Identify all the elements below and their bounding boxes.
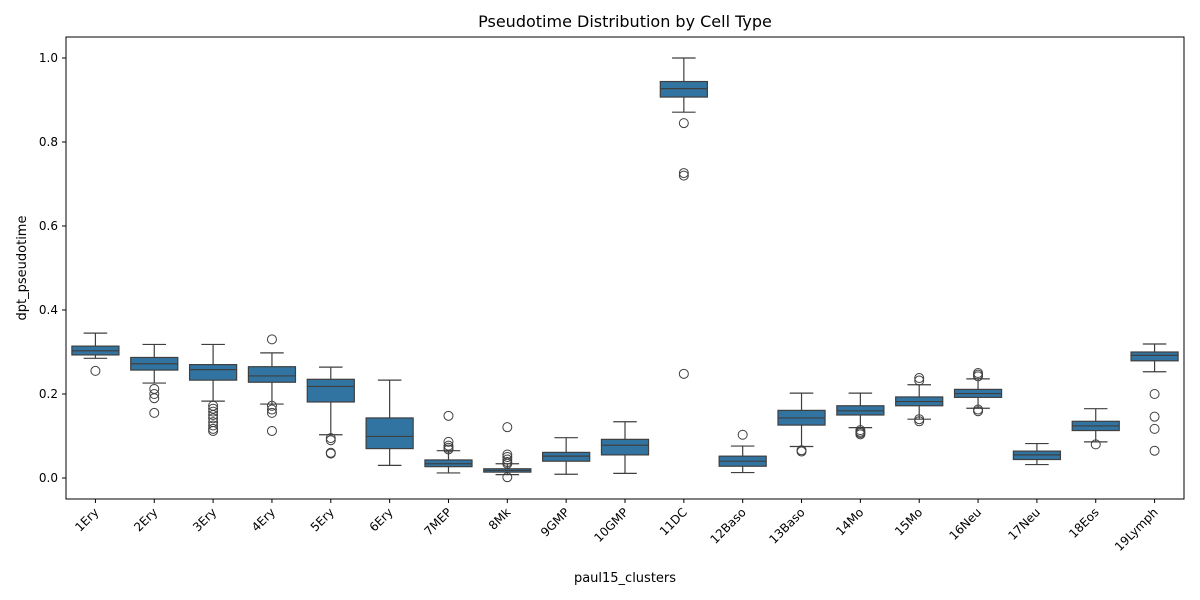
outlier-point	[443, 436, 454, 447]
outlier-point	[502, 454, 513, 465]
y-tick-label: 0.8	[39, 135, 58, 149]
outlier-point	[325, 435, 336, 446]
plot-frame	[65, 36, 1185, 500]
outlier-point	[90, 365, 101, 376]
outlier-point	[208, 410, 219, 420]
y-tick-label: 1.0	[39, 51, 58, 65]
y-axis-title: dpt_pseudotime	[15, 216, 30, 321]
outlier-point	[443, 444, 454, 455]
y-tick-label: 0.2	[39, 387, 58, 401]
outlier-point	[796, 446, 807, 457]
outlier-point	[266, 334, 277, 345]
outlier-point	[914, 375, 925, 386]
outlier-point	[973, 371, 984, 382]
outlier-point	[208, 403, 219, 414]
outlier-point	[502, 458, 513, 469]
outlier-point	[1090, 439, 1101, 450]
outlier-point	[1149, 445, 1160, 456]
box-4Ery	[247, 366, 297, 383]
box-19Lymph	[1130, 351, 1179, 362]
outlier-point	[502, 452, 513, 462]
outlier-point	[855, 429, 866, 440]
outlier-point	[737, 429, 748, 440]
outlier-point	[914, 373, 925, 384]
y-tick-label: 0.0	[39, 471, 58, 485]
x-axis-title: paul15_clusters	[574, 571, 676, 586]
box-5Ery	[306, 378, 355, 403]
box-3Ery	[188, 364, 238, 381]
y-tick-label: 0.4	[39, 303, 58, 317]
outlier-point	[1149, 423, 1160, 434]
outlier-point	[678, 170, 689, 181]
outlier-point	[502, 422, 513, 433]
outlier-point	[678, 168, 689, 179]
outlier-point	[914, 416, 925, 427]
outlier-point	[678, 368, 689, 379]
outlier-point	[208, 425, 219, 436]
outlier-point	[208, 413, 219, 424]
box-10GMP	[600, 438, 650, 456]
outlier-point	[678, 118, 689, 129]
box-11DC	[659, 80, 708, 98]
outlier-point	[266, 407, 277, 418]
outlier-point	[208, 406, 219, 417]
chart-title: Pseudotime Distribution by Cell Type	[478, 12, 772, 31]
outlier-point	[1149, 389, 1160, 399]
box-9GMP	[542, 451, 591, 462]
outlier-point	[208, 420, 219, 431]
outlier-point	[266, 400, 277, 411]
outlier-point	[325, 448, 336, 459]
outlier-point	[149, 393, 160, 404]
outlier-point	[973, 406, 984, 417]
box-6Ery	[365, 417, 414, 450]
outlier-point	[443, 410, 454, 421]
outlier-point	[1149, 411, 1160, 422]
outlier-point	[502, 472, 513, 483]
y-tick-label: 0.6	[39, 219, 58, 233]
outlier-point	[266, 425, 277, 436]
outlier-point	[149, 407, 160, 418]
outlier-point	[266, 404, 277, 415]
outlier-point	[149, 389, 160, 399]
